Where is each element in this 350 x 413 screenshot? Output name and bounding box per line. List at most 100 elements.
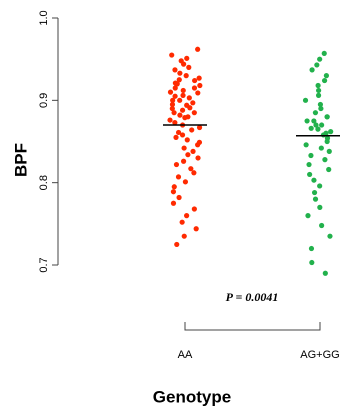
x-tick-label: AA bbox=[178, 349, 193, 361]
point bbox=[311, 118, 317, 124]
point bbox=[196, 75, 202, 81]
point bbox=[323, 73, 330, 79]
point bbox=[317, 204, 323, 210]
point bbox=[309, 259, 315, 266]
point bbox=[315, 82, 321, 89]
point bbox=[175, 174, 182, 180]
point bbox=[322, 270, 328, 276]
point bbox=[305, 213, 311, 219]
point bbox=[185, 114, 191, 120]
point bbox=[317, 56, 323, 62]
point bbox=[190, 148, 196, 154]
point bbox=[177, 112, 183, 118]
point bbox=[169, 52, 175, 58]
point bbox=[188, 166, 194, 172]
point bbox=[171, 184, 177, 190]
point bbox=[306, 161, 312, 168]
point bbox=[172, 85, 178, 91]
point bbox=[184, 137, 190, 143]
point bbox=[186, 64, 192, 70]
x-tick-label: AG+GG bbox=[300, 349, 339, 361]
point bbox=[304, 118, 310, 124]
point bbox=[182, 179, 189, 185]
point bbox=[171, 110, 177, 116]
point bbox=[195, 46, 201, 52]
point bbox=[170, 189, 177, 195]
point bbox=[321, 77, 328, 84]
point bbox=[317, 183, 323, 189]
point bbox=[302, 97, 309, 103]
point bbox=[326, 166, 332, 173]
point bbox=[172, 93, 178, 99]
point bbox=[191, 206, 197, 212]
point bbox=[318, 105, 324, 112]
point bbox=[191, 85, 198, 91]
point bbox=[189, 127, 195, 133]
point bbox=[193, 226, 199, 232]
point bbox=[312, 110, 319, 116]
point bbox=[177, 70, 183, 76]
point bbox=[315, 126, 321, 132]
point bbox=[172, 67, 178, 73]
point bbox=[180, 92, 186, 98]
y-tick-label: 0.8 bbox=[38, 175, 50, 190]
point bbox=[303, 142, 309, 148]
point bbox=[313, 122, 319, 128]
bracket bbox=[184, 322, 321, 331]
point bbox=[196, 124, 203, 131]
point bbox=[307, 171, 313, 178]
point bbox=[319, 122, 325, 128]
point bbox=[309, 67, 315, 73]
point bbox=[174, 241, 180, 248]
point bbox=[308, 152, 314, 159]
point bbox=[180, 87, 186, 94]
point bbox=[190, 100, 196, 106]
point bbox=[308, 245, 315, 252]
point bbox=[312, 196, 319, 202]
point bbox=[172, 119, 178, 126]
point bbox=[170, 97, 176, 103]
point bbox=[173, 134, 179, 140]
point bbox=[192, 77, 198, 84]
point bbox=[176, 194, 182, 201]
point bbox=[174, 81, 180, 87]
point bbox=[324, 114, 330, 120]
point bbox=[317, 101, 324, 108]
point bbox=[318, 145, 324, 151]
point bbox=[308, 125, 314, 131]
point bbox=[323, 130, 329, 136]
point bbox=[191, 170, 197, 176]
point bbox=[176, 77, 182, 83]
point bbox=[315, 92, 322, 98]
point bbox=[311, 177, 317, 183]
point bbox=[185, 152, 191, 158]
point bbox=[316, 87, 322, 94]
point bbox=[319, 222, 325, 229]
point bbox=[191, 110, 197, 116]
point bbox=[179, 107, 186, 113]
point bbox=[195, 90, 201, 96]
point bbox=[169, 101, 176, 108]
y-tick-label: 0.9 bbox=[38, 93, 50, 108]
point bbox=[181, 233, 187, 239]
point bbox=[326, 148, 332, 154]
point bbox=[184, 55, 190, 61]
point bbox=[321, 50, 327, 57]
y-tick-label: 1.0 bbox=[38, 10, 50, 25]
point bbox=[181, 145, 187, 151]
y-tick-label: 0.7 bbox=[38, 257, 50, 272]
point bbox=[197, 82, 203, 89]
point bbox=[184, 213, 190, 219]
y-axis-label: BPF bbox=[11, 143, 30, 177]
point bbox=[169, 105, 175, 112]
point bbox=[322, 157, 328, 163]
point bbox=[314, 62, 320, 68]
point bbox=[179, 132, 186, 138]
p-value: P = 0.0041 bbox=[226, 290, 279, 304]
point bbox=[328, 129, 334, 135]
point bbox=[187, 105, 193, 111]
point bbox=[327, 233, 333, 239]
point bbox=[195, 142, 201, 148]
point bbox=[324, 138, 330, 145]
